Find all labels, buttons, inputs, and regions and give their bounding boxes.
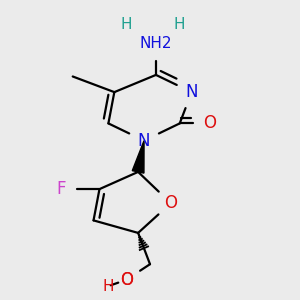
Text: H: H xyxy=(174,17,185,32)
Text: O: O xyxy=(203,114,216,132)
Text: O: O xyxy=(120,271,133,289)
Text: N: N xyxy=(138,132,150,150)
Text: O: O xyxy=(120,271,133,289)
Text: N: N xyxy=(185,83,198,101)
Text: H: H xyxy=(103,279,114,294)
Polygon shape xyxy=(132,141,144,173)
Text: H: H xyxy=(121,17,132,32)
Text: O: O xyxy=(164,194,177,212)
Text: F: F xyxy=(56,180,66,198)
Text: NH2: NH2 xyxy=(140,36,172,51)
